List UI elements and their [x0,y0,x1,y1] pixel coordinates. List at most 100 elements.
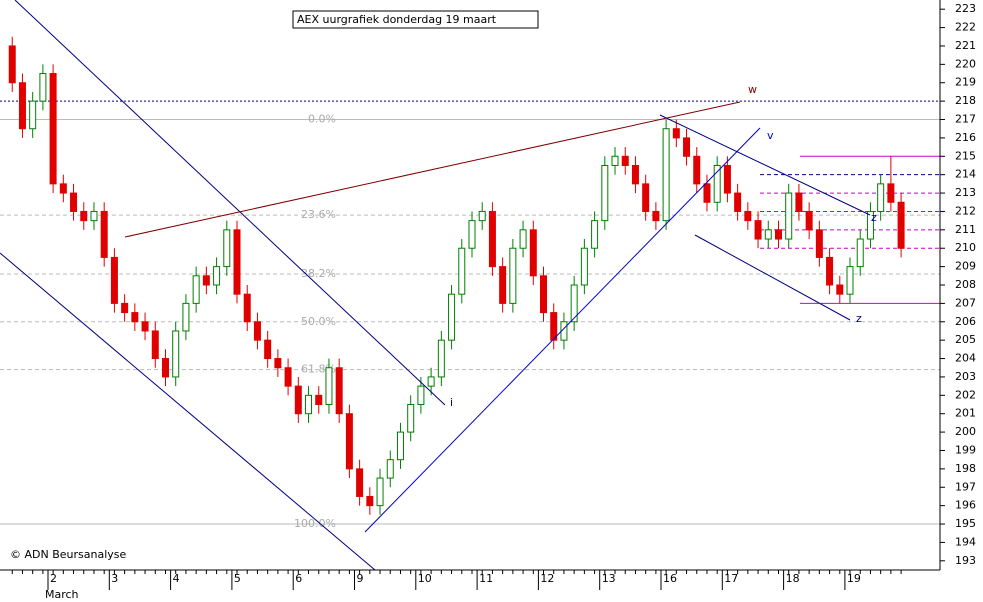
y-tick-label: 221 [955,39,976,52]
candle-body [601,164,609,222]
fib-label: 38.2% [301,267,336,280]
candle-body [795,192,803,212]
x-tick-label: 9 [357,572,364,585]
candle-body [345,413,353,470]
candle-body [172,330,180,378]
candle-body [836,284,844,295]
candle-body [18,82,26,130]
y-tick-label: 215 [955,149,976,162]
candle-body [192,275,200,304]
candle-body [652,210,660,222]
candle-body [264,339,272,360]
candle-body [826,256,834,286]
x-tick-label: 11 [479,572,493,585]
candle-body [744,210,752,222]
y-tick-label: 195 [955,517,976,530]
candle-body [846,266,854,295]
y-tick-label: 197 [955,480,976,493]
x-tick-label: 17 [724,572,738,585]
candle-body [815,229,823,258]
y-tick-label: 210 [955,241,976,254]
y-tick-label: 206 [955,315,976,328]
candle-body [877,183,885,212]
candle-body [59,183,67,194]
x-tick-label: 6 [295,572,302,585]
x-tick-label: 5 [234,572,241,585]
candle-body [785,192,793,240]
candle-body [305,394,313,415]
fib-label: 100.0% [294,517,336,530]
title-box [292,10,539,29]
y-tick-label: 216 [955,131,976,144]
candle-body [325,367,333,406]
candle-body [887,183,895,203]
fib-label: 0.0% [308,113,336,126]
candle-body [39,73,47,102]
candle-body [141,321,149,332]
x-tick-label: 10 [418,572,432,585]
candle-body [213,266,221,286]
candle-body [734,192,742,212]
candle-body [662,128,670,222]
candle-body [703,183,711,203]
candle-body [294,385,302,415]
y-tick-label: 222 [955,21,976,34]
candle-body [427,376,435,387]
y-tick-label: 211 [955,223,976,236]
candle-body [672,128,680,139]
y-tick-label: 196 [955,499,976,512]
wave-label: i [450,396,453,409]
candle-body [897,201,905,249]
candle-body [683,137,691,157]
wave-label: w [748,83,757,96]
candle-body [356,468,364,497]
trend-line [364,127,761,533]
candle-body [499,266,507,304]
candle-body [591,220,599,249]
y-tick-label: 217 [955,113,976,126]
y-tick-label: 219 [955,76,976,89]
candle-body [448,293,456,341]
candle-body [458,247,466,295]
y-tick-label: 213 [955,186,976,199]
candle-body [182,302,190,332]
candle-body [253,321,261,341]
candle-body [621,155,629,166]
candle-body [110,256,118,304]
candle-body [315,394,323,406]
candle-body [202,275,210,286]
candle-body [540,275,548,314]
trend-line [694,234,851,321]
y-tick-label: 205 [955,333,976,346]
candle-body [519,229,527,249]
wave-label: z [871,211,877,224]
y-tick-label: 194 [955,535,976,548]
candle-body [70,192,78,212]
candle-body [580,247,588,286]
candle-body [396,431,404,461]
candle-body [764,229,772,240]
y-tick-label: 203 [955,370,976,383]
wave-label: v [767,129,774,142]
candle-body [284,367,292,387]
fib-label: 50.0% [301,315,336,328]
candle-body [693,155,701,185]
candle-body [723,164,731,194]
y-tick-label: 214 [955,168,976,181]
candle-body [509,247,517,304]
candle-body [529,229,537,277]
candle-body [866,210,874,240]
candle-body [713,164,721,203]
y-tick-label: 200 [955,425,976,438]
candle-body [478,210,486,222]
y-tick-label: 199 [955,443,976,456]
x-tick-label: 4 [173,572,180,585]
x-tick-label: 16 [663,572,677,585]
candle-body [417,385,425,406]
candle-body [631,164,639,185]
x-tick-label: 3 [111,572,118,585]
candle-body [570,284,578,323]
x-tick-label: 13 [602,572,616,585]
